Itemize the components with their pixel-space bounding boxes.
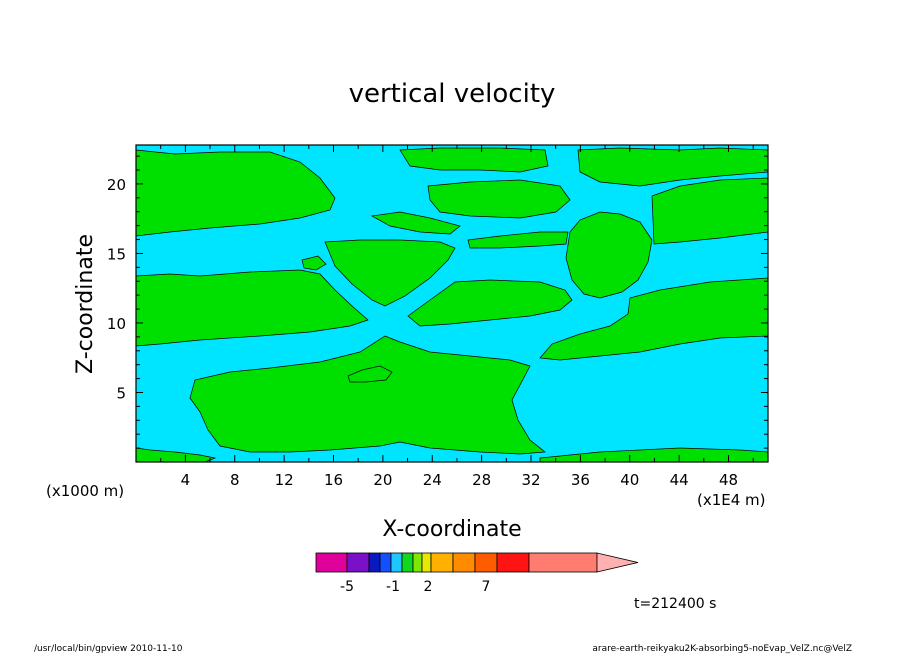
y-unit-label: (x1000 m) xyxy=(46,482,124,500)
y-axis: 5 10 15 20 xyxy=(107,155,768,449)
y-tick-label: 20 xyxy=(107,176,126,194)
colorbar-label: 2 xyxy=(424,579,433,595)
colorbar-segment xyxy=(421,552,432,573)
updraft-region xyxy=(399,147,549,173)
plot-area xyxy=(135,144,769,463)
x-tick-label: 8 xyxy=(230,471,240,489)
colorbar-segment xyxy=(379,552,392,573)
x-tick-label: 32 xyxy=(521,471,540,489)
footer-right: arare-earth-reikyaku2K-absorbing5-noEvap… xyxy=(592,644,852,654)
x-tick-label: 28 xyxy=(472,471,491,489)
x-axis: 4 8 12 16 20 24 28 32 36 40 44 48 xyxy=(160,145,754,489)
x-tick-label: 44 xyxy=(670,471,689,489)
colorbar-segment xyxy=(390,552,403,573)
colorbar-segment xyxy=(346,552,370,573)
updraft-region xyxy=(427,179,571,219)
colorbar xyxy=(315,552,639,573)
updraft-region xyxy=(407,279,573,327)
time-label: t=212400 s xyxy=(634,596,716,612)
plot-frame xyxy=(135,144,769,463)
x-tick-label: 12 xyxy=(275,471,294,489)
y-tick-label: 15 xyxy=(107,245,126,263)
updraft-region xyxy=(135,149,336,237)
colorbar-label: 7 xyxy=(482,579,491,595)
colorbar-extend-arrow xyxy=(596,552,639,573)
colorbar-segment xyxy=(496,552,530,573)
colorbar-labels: -5 -1 2 7 xyxy=(340,579,490,595)
y-tick-label: 10 xyxy=(107,315,126,333)
updraft-region xyxy=(324,239,456,307)
y-axis-label: Z-coordinate xyxy=(73,234,98,374)
colorbar-segment xyxy=(452,552,476,573)
colorbar-segment xyxy=(528,552,598,573)
colorbar-segment xyxy=(315,552,348,573)
x-tick-label: 48 xyxy=(719,471,738,489)
updraft-region xyxy=(565,211,653,299)
colorbar-segment xyxy=(430,552,454,573)
x-tick-label: 24 xyxy=(423,471,442,489)
updraft-region xyxy=(301,255,327,271)
x-tick-label: 4 xyxy=(181,471,191,489)
x-tick-label: 16 xyxy=(324,471,343,489)
y-tick-label: 5 xyxy=(116,384,126,402)
updraft-regions xyxy=(135,147,769,463)
updraft-region xyxy=(577,147,769,187)
x-tick-label: 36 xyxy=(571,471,590,489)
colorbar-segment xyxy=(474,552,498,573)
colorbar-label: -5 xyxy=(340,579,354,595)
x-axis-label: X-coordinate xyxy=(382,517,521,542)
updraft-region xyxy=(370,211,461,235)
chart-title: vertical velocity xyxy=(349,79,556,109)
x-tick-label: 40 xyxy=(620,471,639,489)
footer-left: /usr/local/bin/gpview 2010-11-10 xyxy=(34,644,183,654)
updraft-region xyxy=(467,231,569,249)
updraft-region xyxy=(189,335,546,455)
colorbar-segment xyxy=(368,552,381,573)
colorbar-segment xyxy=(401,552,414,573)
colorbar-segment xyxy=(412,552,423,573)
updraft-region xyxy=(135,269,369,347)
x-tick-label: 20 xyxy=(373,471,392,489)
updraft-region xyxy=(539,277,769,361)
x-unit-label: (x1E4 m) xyxy=(697,491,766,509)
colorbar-label: -1 xyxy=(386,579,400,595)
updraft-region xyxy=(347,365,393,383)
